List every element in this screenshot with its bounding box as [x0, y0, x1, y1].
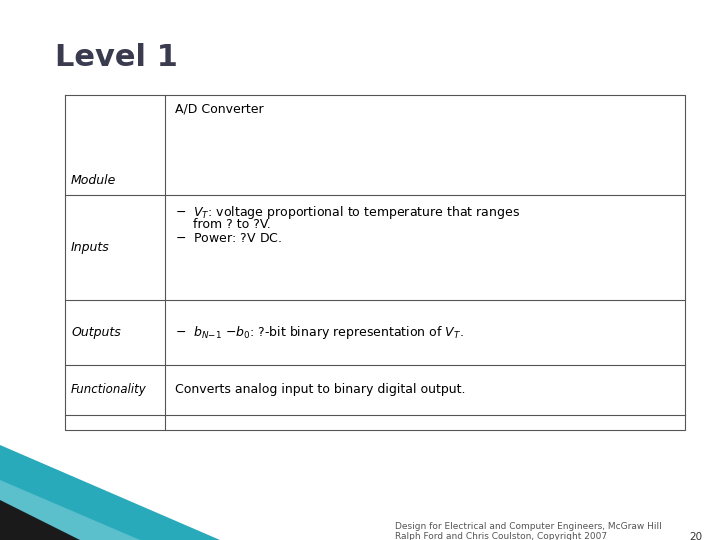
- Text: Design for Electrical and Computer Engineers, McGraw Hill: Design for Electrical and Computer Engin…: [395, 522, 662, 531]
- Text: 20: 20: [689, 532, 702, 540]
- Text: Outputs: Outputs: [71, 326, 121, 339]
- Polygon shape: [0, 500, 80, 540]
- Text: Converts analog input to binary digital output.: Converts analog input to binary digital …: [175, 383, 466, 396]
- Text: A/D Converter: A/D Converter: [175, 103, 264, 116]
- Polygon shape: [0, 480, 140, 540]
- Text: $-$  $V_T$: voltage proportional to temperature that ranges: $-$ $V_T$: voltage proportional to tempe…: [175, 204, 520, 221]
- Text: Module: Module: [71, 174, 117, 187]
- Text: from ? to ?V.: from ? to ?V.: [193, 218, 271, 231]
- Text: $-$  $b_{N\mathsf{-}1}$ $\mathsf{-}b_0$: ?-bit binary representation of $V_T$.: $-$ $b_{N\mathsf{-}1}$ $\mathsf{-}b_0$: …: [175, 324, 464, 341]
- Text: Inputs: Inputs: [71, 241, 109, 254]
- Text: Ralph Ford and Chris Coulston, Copyright 2007: Ralph Ford and Chris Coulston, Copyright…: [395, 532, 607, 540]
- Text: Functionality: Functionality: [71, 383, 147, 396]
- Text: Level 1: Level 1: [55, 44, 178, 72]
- Text: $-$  Power: ?V DC.: $-$ Power: ?V DC.: [175, 232, 282, 245]
- Polygon shape: [0, 445, 220, 540]
